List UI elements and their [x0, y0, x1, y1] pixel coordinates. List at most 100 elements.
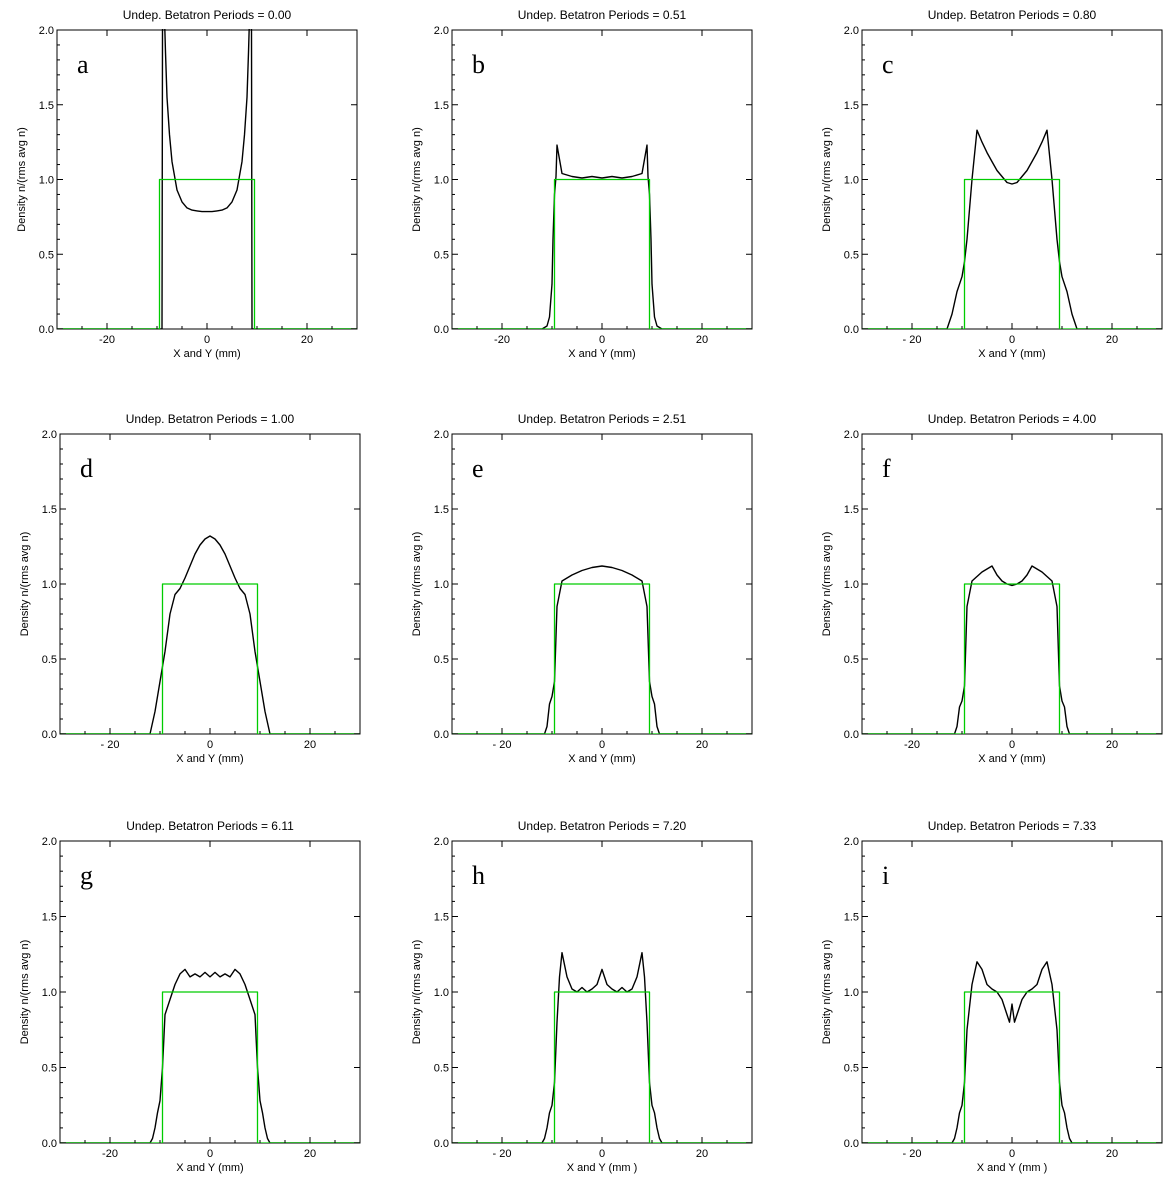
y-tick-label: 2.0: [42, 836, 57, 848]
y-tick-label: 0.5: [844, 249, 859, 261]
y-tick-label: 0.5: [434, 654, 449, 666]
x-tick-label: - 20: [903, 1148, 922, 1160]
y-axis-label: Density n/(rms avg n): [411, 532, 423, 637]
y-tick-label: 2.0: [434, 429, 449, 441]
chart-title: Undep. Betatron Periods = 0.00: [123, 8, 292, 22]
x-tick-label: - 20: [493, 1148, 512, 1160]
chart-title: Undep. Betatron Periods = 0.51: [518, 8, 687, 22]
x-axis-label: X and Y (mm): [568, 753, 635, 765]
x-axis-label: X and Y (mm): [176, 1162, 243, 1174]
x-axis-label: X and Y (mm ): [567, 1162, 638, 1174]
x-tick-label: 20: [1106, 1148, 1118, 1160]
x-axis-label: X and Y (mm): [173, 348, 240, 360]
x-tick-label: -20: [99, 334, 115, 346]
chart-panel-f: -20 0 20 0.0 0.5 1.0 1.5 2.0 Undep. Betatron Per…: [821, 412, 1163, 765]
reference-profile-line: [862, 178, 1162, 329]
x-tick-label: - 20: [101, 739, 120, 751]
reference-profile-line: [60, 583, 360, 734]
y-tick-label: 0.5: [844, 654, 859, 666]
y-tick-label: 0.0: [434, 729, 449, 741]
y-tick-label: 1.0: [434, 579, 449, 591]
chart-panel-c: - 20 0 20 0.0 0.5 1.0 1.5 2.0 Undep. Betatron Pe…: [821, 8, 1163, 360]
y-tick-label: 0.0: [844, 729, 859, 741]
y-tick-label: 1.5: [42, 912, 57, 924]
x-tick-label: 0: [1009, 739, 1015, 751]
y-tick-label: 0.5: [39, 249, 54, 261]
chart-title: Undep. Betatron Periods = 0.80: [928, 8, 1097, 22]
chart-panel-i: - 20 0 20 0.0 0.5 1.0 1.5 2.0 Undep. Betatron Pe…: [821, 819, 1163, 1174]
y-tick-label: 1.0: [434, 987, 449, 999]
y-tick-label: 1.0: [42, 579, 57, 591]
reference-profile-line: [862, 583, 1162, 734]
chart-title: Undep. Betatron Periods = 4.00: [928, 412, 1097, 426]
panel-letter: c: [882, 50, 894, 79]
y-tick-label: 0.5: [434, 249, 449, 261]
y-tick-label: 0.5: [42, 654, 57, 666]
chart-title: Undep. Betatron Periods = 7.20: [518, 819, 687, 833]
y-tick-label: 1.5: [39, 100, 54, 112]
reference-profile-line: [452, 991, 752, 1143]
density-profile-line: [862, 961, 1162, 1143]
y-tick-label: 1.0: [434, 175, 449, 187]
reference-profile-line: [862, 991, 1162, 1143]
density-profile-line: [862, 565, 1162, 734]
y-tick-label: 2.0: [844, 25, 859, 37]
y-axis-label: Density n/(rms avg n): [411, 127, 423, 232]
y-axis-label: Density n/(rms avg n): [821, 940, 833, 1045]
y-axis-label: Density n/(rms avg n): [411, 940, 423, 1045]
chart-panel-e: - 20 0 20 0.0 0.5 1.0 1.5 2.0 Undep. Betatron Pe…: [411, 412, 753, 765]
chart-panel-d: - 20 0 20 0.0 0.5 1.0 1.5 2.0 Undep. Betatron Pe…: [19, 412, 361, 765]
y-axis-label: Density n/(rms avg n): [19, 940, 31, 1045]
y-tick-label: 1.5: [844, 912, 859, 924]
chart-title: Undep. Betatron Periods = 7.33: [928, 819, 1097, 833]
y-tick-label: 0.0: [42, 729, 57, 741]
y-axis-label: Density n/(rms avg n): [821, 532, 833, 637]
chart-panel-h: - 20 0 20 0.0 0.5 1.0 1.5 2.0 Undep. Betatron Pe…: [411, 819, 753, 1174]
y-tick-label: 0.5: [42, 1063, 57, 1075]
y-tick-label: 2.0: [844, 836, 859, 848]
y-tick-label: 2.0: [434, 836, 449, 848]
y-tick-label: 1.5: [844, 504, 859, 516]
y-tick-label: 2.0: [844, 429, 859, 441]
y-tick-label: 0.5: [844, 1063, 859, 1075]
density-profile-line: [57, 29, 357, 329]
density-profile-line: [862, 129, 1162, 329]
y-tick-label: 1.5: [434, 504, 449, 516]
y-tick-label: 2.0: [42, 429, 57, 441]
x-tick-label: -20: [102, 1148, 118, 1160]
panel-letter: h: [472, 861, 485, 890]
x-tick-label: 0: [599, 739, 605, 751]
x-axis-label: X and Y (mm): [568, 348, 635, 360]
chart-panel-a: -20 0 20 0.0 0.5 1.0 1.5 2.0 Undep. Betatron Per…: [16, 8, 358, 360]
y-tick-label: 1.5: [434, 100, 449, 112]
y-tick-label: 0.0: [434, 1138, 449, 1150]
density-profile-line: [452, 565, 752, 734]
x-tick-label: 0: [207, 1148, 213, 1160]
x-tick-label: 20: [696, 334, 708, 346]
x-tick-label: 20: [1106, 334, 1118, 346]
y-tick-label: 0.0: [42, 1138, 57, 1150]
panel-letter: a: [77, 50, 89, 79]
x-tick-label: 0: [204, 334, 210, 346]
y-axis-label: Density n/(rms avg n): [16, 127, 28, 232]
x-tick-label: - 20: [903, 334, 922, 346]
x-tick-label: 0: [599, 1148, 605, 1160]
y-tick-label: 0.0: [844, 1138, 859, 1150]
y-tick-label: 1.5: [844, 100, 859, 112]
x-tick-label: - 20: [493, 739, 512, 751]
y-axis-label: Density n/(rms avg n): [821, 127, 833, 232]
y-tick-label: 1.0: [39, 175, 54, 187]
density-profile-line: [60, 968, 360, 1143]
density-profile-line: [452, 952, 752, 1143]
y-tick-label: 1.0: [844, 175, 859, 187]
x-axis-label: X and Y (mm): [176, 753, 243, 765]
chart-title: Undep. Betatron Periods = 2.51: [518, 412, 687, 426]
panel-letter: g: [80, 861, 93, 890]
y-tick-label: 1.0: [844, 579, 859, 591]
panel-letter: i: [882, 861, 889, 890]
y-tick-label: 0.5: [434, 1063, 449, 1075]
y-tick-label: 0.0: [844, 324, 859, 336]
x-tick-label: 20: [1106, 739, 1118, 751]
chart-panel-g: -20 0 20 0.0 0.5 1.0 1.5 2.0 Undep. Betatron Per…: [19, 819, 361, 1174]
reference-profile-line: [452, 583, 752, 734]
